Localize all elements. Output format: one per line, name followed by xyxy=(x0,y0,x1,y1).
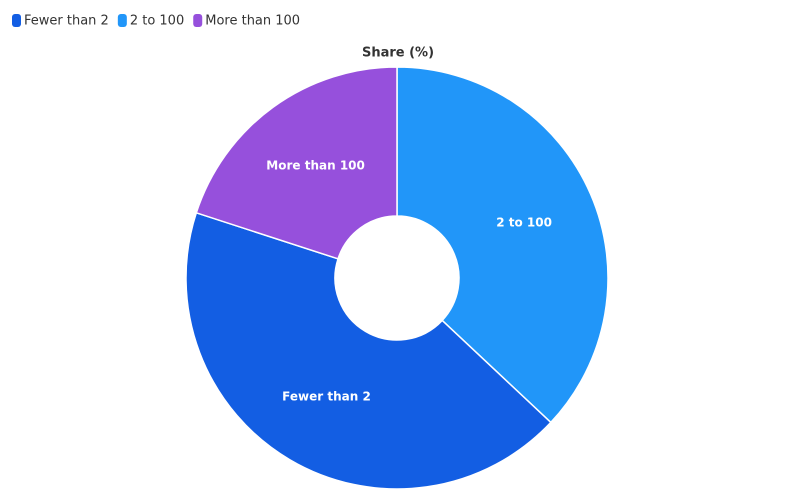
segment-label: Fewer than 2 xyxy=(282,390,371,404)
legend-label: 2 to 100 xyxy=(130,14,184,29)
segment-label: More than 100 xyxy=(266,158,365,172)
legend-swatch xyxy=(193,14,203,27)
legend-swatch xyxy=(117,14,127,27)
donut-segment xyxy=(195,66,398,260)
legend-label: Fewer than 2 xyxy=(24,14,109,29)
donut-segment xyxy=(185,211,552,490)
legend-swatch xyxy=(12,14,21,27)
legend-label: More than 100 xyxy=(205,14,300,29)
segment-label: 2 to 100 xyxy=(496,215,552,229)
chart-title: Share (%) xyxy=(362,46,434,61)
donut-segment xyxy=(396,66,609,424)
